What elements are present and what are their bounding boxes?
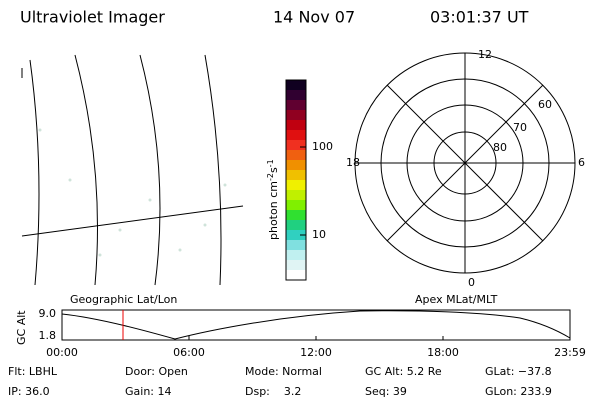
colorbar-tick-label: 10	[312, 228, 326, 241]
status-field: GLat: −37.8	[485, 365, 552, 378]
x-tick-label: 00:00	[46, 346, 78, 359]
colorbar-label: photon cm-2s-1	[266, 159, 281, 240]
status-field: Seq: 39	[365, 385, 407, 398]
status-field: Flt: LBHL	[8, 365, 58, 378]
colorbar-step	[286, 110, 306, 120]
colorbar-step	[286, 160, 306, 170]
mlt-label: 12	[478, 48, 492, 61]
colorbar-step	[286, 80, 306, 90]
colorbar-step	[286, 140, 306, 150]
mlat-label: 70	[513, 121, 527, 134]
title: Ultraviolet Imager	[20, 8, 165, 27]
colorbar-step	[286, 130, 306, 140]
y-tick-label: 9.0	[39, 307, 57, 320]
plot-left-title: Geographic Lat/Lon	[70, 293, 177, 306]
time: 03:01:37 UT	[430, 8, 529, 27]
colorbar-step	[286, 210, 306, 220]
colorbar-step	[286, 100, 306, 110]
colorbar-frame	[285, 79, 307, 281]
colorbar-tick-label: 100	[312, 140, 333, 153]
y-tick-label: 1.8	[39, 329, 57, 342]
x-tick-label: 18:00	[427, 346, 459, 359]
y-axis-label: GC Alt	[15, 310, 28, 345]
colorbar	[286, 80, 306, 280]
x-tick-label: 23:59	[554, 346, 586, 359]
mlt-label: 0	[468, 276, 475, 289]
colorbar-step	[286, 120, 306, 130]
colorbar-step	[286, 260, 306, 270]
polar-grid	[354, 52, 576, 274]
faint-emission	[38, 128, 227, 257]
colorbar-step	[286, 240, 306, 250]
colorbar-step	[286, 150, 306, 160]
status-field: Door: Open	[125, 365, 188, 378]
altitude-curve	[61, 310, 571, 340]
colorbar-step	[286, 270, 306, 280]
status-field: Mode: Normal	[245, 365, 322, 378]
map-grid	[21, 54, 244, 286]
colorbar-step	[286, 230, 306, 240]
date: 14 Nov 07	[273, 8, 355, 27]
x-tick-label: 12:00	[300, 346, 332, 359]
status-field: Dsp: 3.2	[245, 385, 301, 398]
colorbar-step	[286, 90, 306, 100]
mlt-label: 18	[346, 156, 360, 169]
colorbar-step	[286, 180, 306, 190]
status-field: GLon: 233.9	[485, 385, 552, 398]
status-fields: Flt: LBHL Door: Open Mode: Normal GC Alt: 5…	[8, 365, 552, 398]
status-field: GC Alt: 5.2 Re	[365, 365, 442, 378]
x-tick-label: 06:00	[173, 346, 205, 359]
colorbar-step	[286, 220, 306, 230]
status-field: Gain: 14	[125, 385, 172, 398]
colorbar-step	[286, 250, 306, 260]
x-ticks: 00:00 06:00 12:00 18:00 23:59	[46, 336, 586, 359]
status-field: IP: 36.0	[8, 385, 50, 398]
colorbar-step	[286, 200, 306, 210]
mlat-label: 60	[538, 98, 552, 111]
colorbar-step	[286, 190, 306, 200]
mlat-label: 80	[493, 141, 507, 154]
mlt-label: 6	[578, 156, 585, 169]
colorbar-step	[286, 170, 306, 180]
plot-right-title: Apex MLat/MLT	[415, 293, 498, 306]
